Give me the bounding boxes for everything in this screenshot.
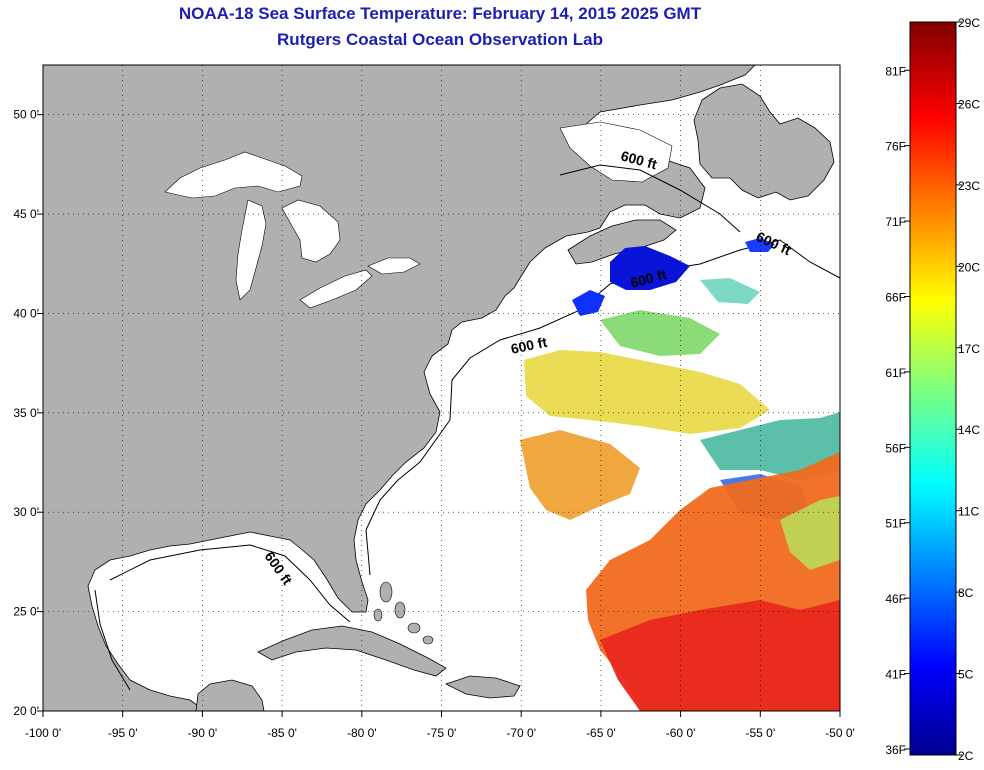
lon-tick-label: -90 0' [188, 726, 218, 740]
sst-patch-teal-mid [700, 412, 840, 480]
fahrenheit-label: 56F [885, 441, 906, 455]
map-title: NOAA-18 Sea Surface Temperature: Februar… [178, 4, 702, 23]
north-america-land [43, 65, 756, 711]
sst-patch-orange-gulfstream [520, 430, 640, 520]
sst-patch-cold-scotian-shelf [572, 290, 605, 316]
fahrenheit-label: 61F [885, 366, 906, 380]
sst-patch-cold-gulf-of-maine [610, 246, 690, 290]
axis-ticks [37, 114, 841, 717]
celsius-label: 11C [958, 505, 979, 519]
gulf-of-st-lawrence [559, 121, 673, 183]
lake-huron [281, 199, 341, 263]
sst-patch-hot-south [600, 600, 840, 711]
lake-erie [299, 269, 373, 309]
latitude-labels: 50 0' 45 0' 40 0' 35 0' 30 0' 25 0' 20 0' [13, 108, 39, 718]
lat-tick-label: 30 0' [13, 505, 39, 519]
lake-michigan [235, 199, 267, 301]
lon-tick-label: -75 0' [427, 726, 457, 740]
celsius-label: 20C [958, 260, 980, 274]
lat-tick-label: 45 0' [13, 207, 39, 221]
map-subtitle: Rutgers Coastal Ocean Observation Lab [277, 30, 603, 49]
fahrenheit-label: 36F [885, 743, 906, 757]
bahamas-islands [373, 581, 434, 645]
lon-tick-label: -50 0' [825, 726, 855, 740]
lat-tick-label: 50 0' [13, 108, 39, 122]
lake-superior [164, 151, 303, 199]
colorbar-fahrenheit-labels: 81F 76F 71F 66F 61F 56F 51F 46F 41F 36F [885, 64, 906, 757]
sst-patches [520, 238, 840, 711]
celsius-label: 14C [958, 423, 980, 437]
fahrenheit-label: 76F [885, 140, 906, 154]
fahrenheit-label: 71F [885, 215, 906, 229]
nova-scotia-land [567, 219, 677, 265]
lake-ontario [367, 257, 421, 275]
isobath-600ft-line [94, 164, 840, 691]
lon-tick-label: -70 0' [506, 726, 536, 740]
fahrenheit-label: 66F [885, 290, 906, 304]
colorbar-ticks [904, 21, 962, 756]
colorbar-celsius-labels: 29C 26C 23C 20C 17C 14C 11C 8C 5C 2C [958, 16, 980, 763]
celsius-label: 23C [958, 179, 980, 193]
sst-patch-yellow-green-edge [780, 496, 840, 570]
celsius-label: 29C [958, 16, 980, 30]
longitude-labels: -100 0' -95 0' -90 0' -85 0' -80 0' -75 0' -70… [25, 726, 855, 740]
newfoundland-land [693, 83, 835, 201]
sst-patch-cyan-east [700, 278, 760, 304]
cuba-land [257, 625, 447, 677]
lon-tick-label: -65 0' [586, 726, 616, 740]
contour-label: 600 ft [509, 334, 548, 357]
celsius-label: 2C [958, 749, 974, 763]
lon-tick-label: -95 0' [108, 726, 138, 740]
fahrenheit-label: 51F [885, 517, 906, 531]
lon-tick-label: -100 0' [25, 726, 61, 740]
sst-patch-green-shelf [600, 310, 720, 356]
lat-tick-label: 35 0' [13, 406, 39, 420]
lat-tick-label: 20 0' [13, 704, 39, 718]
celsius-label: 17C [958, 342, 980, 356]
lon-tick-label: -80 0' [347, 726, 377, 740]
celsius-label: 26C [958, 97, 980, 111]
lon-tick-label: -60 0' [666, 726, 696, 740]
colorbar [909, 21, 957, 756]
lat-tick-label: 40 0' [13, 306, 39, 320]
fahrenheit-label: 41F [885, 668, 906, 682]
fahrenheit-label: 46F [885, 592, 906, 606]
hispaniola-land [444, 675, 521, 699]
celsius-label: 8C [958, 586, 974, 600]
lon-tick-label: -55 0' [745, 726, 775, 740]
lat-tick-label: 25 0' [13, 605, 39, 619]
yucatan-land [195, 679, 265, 711]
celsius-label: 5C [958, 668, 974, 682]
fahrenheit-label: 81F [885, 64, 906, 78]
lon-tick-label: -85 0' [267, 726, 297, 740]
map-area: 600 ft 600 ft 600 ft 600 ft 600 ft [43, 65, 840, 711]
